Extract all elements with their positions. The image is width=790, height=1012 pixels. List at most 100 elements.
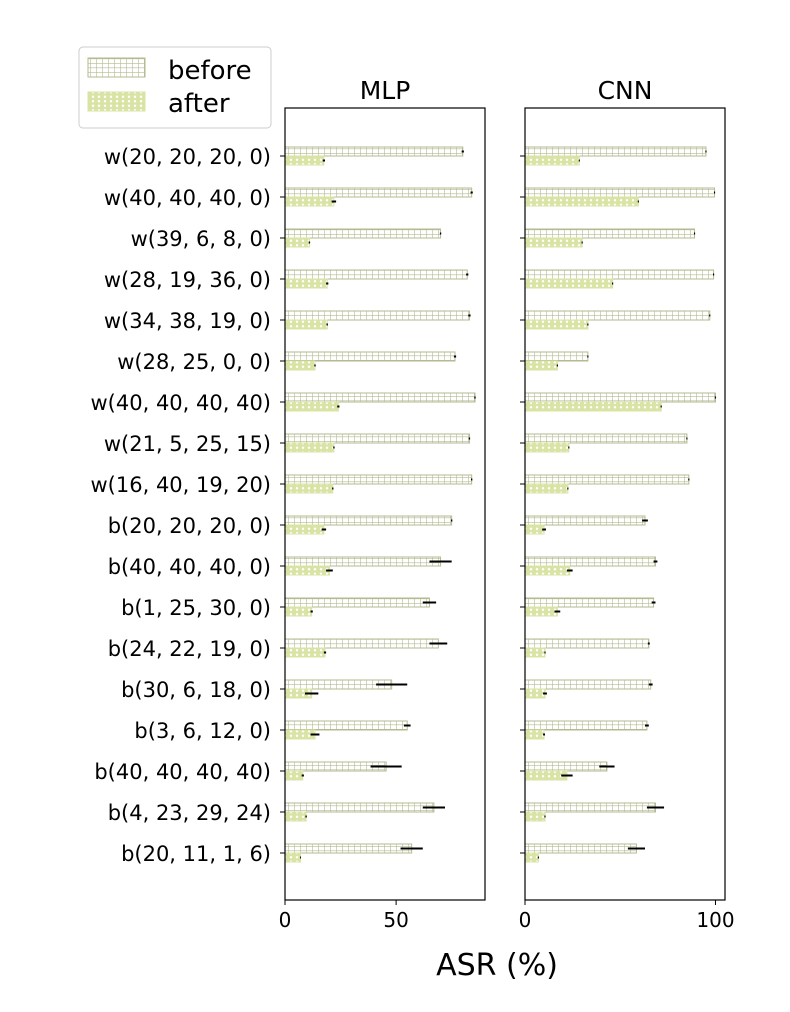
bar-before bbox=[284, 433, 470, 444]
bar-before bbox=[524, 515, 646, 526]
bar-before bbox=[524, 802, 656, 813]
x-tick-label: 0 bbox=[279, 908, 292, 932]
bar-before bbox=[524, 392, 716, 403]
legend-swatch-after bbox=[87, 91, 146, 112]
y-tick-label: w(21, 5, 25, 15) bbox=[104, 432, 271, 456]
bar-before bbox=[284, 269, 468, 280]
bar-before bbox=[524, 269, 715, 280]
legend: before after bbox=[78, 46, 272, 129]
bar-after bbox=[524, 524, 545, 535]
y-tick-label: w(40, 40, 40, 0) bbox=[104, 186, 271, 210]
bar-before bbox=[524, 351, 589, 362]
bar-before bbox=[524, 228, 696, 239]
bar-before bbox=[284, 146, 464, 157]
bar-after bbox=[284, 319, 328, 330]
bar-after bbox=[284, 442, 335, 453]
bar-after bbox=[284, 196, 335, 207]
y-tick-label: w(28, 25, 0, 0) bbox=[117, 350, 271, 374]
bar-before bbox=[284, 720, 408, 731]
y-tick-label: w(39, 6, 8, 0) bbox=[131, 227, 271, 251]
legend-swatch-before bbox=[87, 57, 146, 78]
y-tick-label: b(4, 23, 29, 24) bbox=[108, 801, 271, 825]
panel-title-cnn: CNN bbox=[598, 76, 653, 105]
y-tick-label: b(1, 25, 30, 0) bbox=[121, 596, 271, 620]
y-tick-label: w(40, 40, 40, 40) bbox=[91, 391, 272, 415]
y-tick-label: b(20, 11, 1, 6) bbox=[121, 842, 271, 866]
bar-before bbox=[284, 187, 473, 198]
legend-label-after: after bbox=[168, 89, 230, 119]
bar-before bbox=[284, 843, 413, 854]
x-axis-label: ASR (%) bbox=[436, 948, 558, 983]
bar-after bbox=[524, 360, 558, 371]
bar-before bbox=[284, 597, 430, 608]
bar-after bbox=[524, 770, 568, 781]
bar-after bbox=[524, 278, 614, 289]
bar-after bbox=[284, 278, 328, 289]
y-tick-label: b(20, 20, 20, 0) bbox=[108, 514, 271, 538]
bar-before bbox=[524, 556, 656, 567]
bar-before bbox=[524, 720, 648, 731]
bar-after bbox=[524, 442, 570, 453]
bar-after bbox=[284, 770, 304, 781]
bar-before bbox=[284, 679, 393, 690]
bar-before bbox=[524, 679, 652, 690]
bar-after bbox=[284, 811, 307, 822]
y-tick-label: w(20, 20, 20, 0) bbox=[104, 145, 271, 169]
y-tick-label: w(16, 40, 19, 20) bbox=[91, 473, 272, 497]
bar-before bbox=[284, 802, 435, 813]
bar-before bbox=[284, 351, 456, 362]
x-tick-label: 50 bbox=[383, 908, 408, 932]
bar-after bbox=[524, 155, 580, 166]
bar-after bbox=[524, 237, 583, 248]
bar-after bbox=[524, 811, 546, 822]
bar-before bbox=[524, 433, 688, 444]
y-tick-label: b(40, 40, 40, 0) bbox=[108, 555, 271, 579]
bar-after bbox=[524, 319, 589, 330]
bar-after bbox=[284, 606, 313, 617]
y-tick-label: b(30, 6, 18, 0) bbox=[121, 678, 271, 702]
bar-after bbox=[524, 688, 546, 699]
bar-after bbox=[284, 729, 316, 740]
bar-after bbox=[284, 852, 302, 863]
bar-before bbox=[284, 228, 442, 239]
bar-before bbox=[524, 474, 690, 485]
bar-after bbox=[284, 360, 316, 371]
legend-label-before: before bbox=[168, 56, 252, 86]
bar-after bbox=[524, 565, 571, 576]
bar-after bbox=[284, 647, 326, 658]
panel-frame-cnn bbox=[524, 107, 726, 901]
bar-after bbox=[524, 729, 545, 740]
bar-after bbox=[524, 606, 558, 617]
bar-before bbox=[284, 515, 453, 526]
y-tick-label: b(40, 40, 40, 40) bbox=[94, 760, 271, 784]
x-tick-label: 0 bbox=[519, 908, 532, 932]
bar-before bbox=[524, 187, 716, 198]
y-tick-label: b(3, 6, 12, 0) bbox=[134, 719, 271, 743]
bar-before bbox=[284, 638, 439, 649]
bar-after bbox=[284, 401, 339, 412]
bar-after bbox=[524, 401, 662, 412]
panel-title-mlp: MLP bbox=[360, 76, 411, 105]
bar-after bbox=[284, 565, 330, 576]
bar-before bbox=[524, 146, 707, 157]
bar-before bbox=[284, 392, 476, 403]
bar-before bbox=[524, 843, 637, 854]
y-tick-label: w(34, 38, 19, 0) bbox=[104, 309, 271, 333]
bar-before bbox=[524, 638, 650, 649]
bar-before bbox=[524, 761, 608, 772]
x-tick-label: 100 bbox=[696, 908, 734, 932]
bar-before bbox=[284, 474, 473, 485]
y-tick-label: b(24, 22, 19, 0) bbox=[108, 637, 271, 661]
bar-after bbox=[284, 524, 325, 535]
bar-before bbox=[524, 310, 711, 321]
panel-frame-mlp bbox=[284, 107, 486, 901]
bar-after bbox=[524, 852, 539, 863]
bar-after bbox=[284, 483, 334, 494]
bar-after bbox=[524, 483, 569, 494]
bar-after bbox=[524, 196, 639, 207]
bar-before bbox=[284, 556, 442, 567]
y-tick-label: w(28, 19, 36, 0) bbox=[104, 268, 271, 292]
bar-after bbox=[524, 647, 546, 658]
bar-after bbox=[284, 155, 325, 166]
